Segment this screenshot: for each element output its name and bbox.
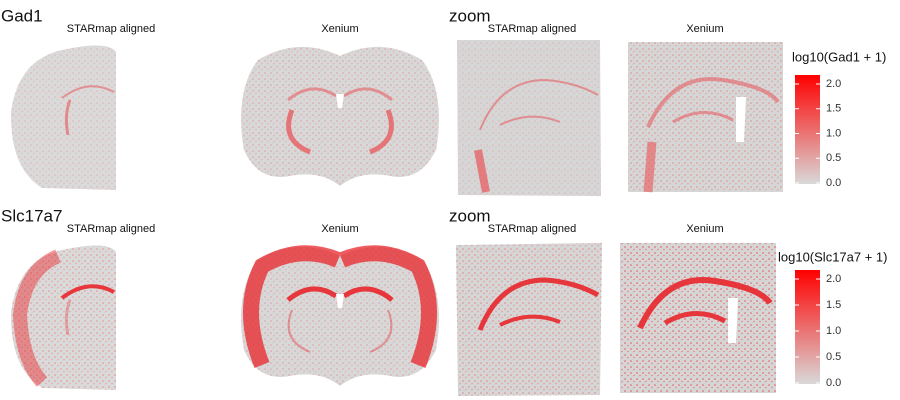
colorbar-tick-label: 2.0 [826, 78, 841, 90]
tissue-image [64, 99, 72, 136]
panel-title: STARmap aligned [488, 223, 576, 235]
tissue-image [620, 243, 776, 393]
panel-title: STARmap aligned [67, 23, 155, 35]
colorbar [795, 270, 820, 384]
colorbar-tick-label: 1.0 [826, 127, 841, 139]
panel-title: Xenium [321, 223, 358, 235]
zoom-title: zoom [449, 6, 491, 25]
tissue-image [243, 245, 437, 368]
tissue-image [499, 115, 561, 126]
tissue-image [499, 314, 561, 327]
colorbar-tick-label: 0.5 [826, 152, 841, 164]
colorbar-tick-label: 2.0 [826, 273, 841, 285]
panel-title: STARmap aligned [67, 223, 155, 235]
tissue-image [620, 243, 776, 393]
tissue-image [628, 42, 783, 193]
tissue-image [477, 277, 600, 331]
row-title: Slc17a7 [1, 206, 62, 225]
tissue-image [60, 284, 115, 300]
colorbar-tick-label: 1.5 [826, 103, 841, 115]
tissue-image [61, 85, 115, 99]
tissue-image [456, 243, 602, 396]
colorbar-tick-label: 1.0 [826, 325, 841, 337]
tissue-image [628, 42, 783, 192]
row-title: Gad1 [1, 6, 43, 25]
tissue-image [10, 245, 116, 390]
tissue-image [474, 149, 490, 193]
colorbar-tick-label: 0.5 [826, 351, 841, 363]
tissue-image [457, 40, 601, 196]
tissue-image [12, 249, 62, 387]
panel-title: Xenium [686, 23, 723, 35]
legend-title: log10(Slc17a7 + 1) [778, 249, 888, 264]
zoom-title: zoom [449, 206, 491, 225]
panel-title: Xenium [321, 23, 358, 35]
tissue-image [286, 286, 394, 302]
panel-title: STARmap aligned [488, 23, 576, 35]
tissue-image [663, 310, 727, 326]
tissue-image [643, 141, 657, 193]
legend-title: log10(Gad1 + 1) [792, 49, 886, 64]
tissue-image [736, 97, 746, 142]
tissue-image [64, 299, 72, 336]
colorbar [795, 75, 820, 184]
tissue-image [241, 46, 439, 186]
colorbar-tick-label: 0.0 [826, 377, 841, 389]
tissue-image [479, 78, 599, 131]
tissue-image [287, 87, 393, 102]
tissue-image [10, 45, 116, 190]
tissue-image [336, 294, 344, 308]
panel-title: Xenium [686, 223, 723, 235]
colorbar-tick-label: 0.0 [826, 177, 841, 189]
tissue-image [241, 246, 439, 386]
tissue-image [336, 94, 344, 108]
tissue-image [637, 277, 773, 330]
tissue-image [728, 298, 738, 343]
tissue-image [286, 109, 394, 155]
tissue-image [646, 77, 780, 128]
tissue-image [287, 309, 393, 353]
tissue-image [672, 110, 734, 124]
colorbar-tick-label: 1.5 [826, 299, 841, 311]
